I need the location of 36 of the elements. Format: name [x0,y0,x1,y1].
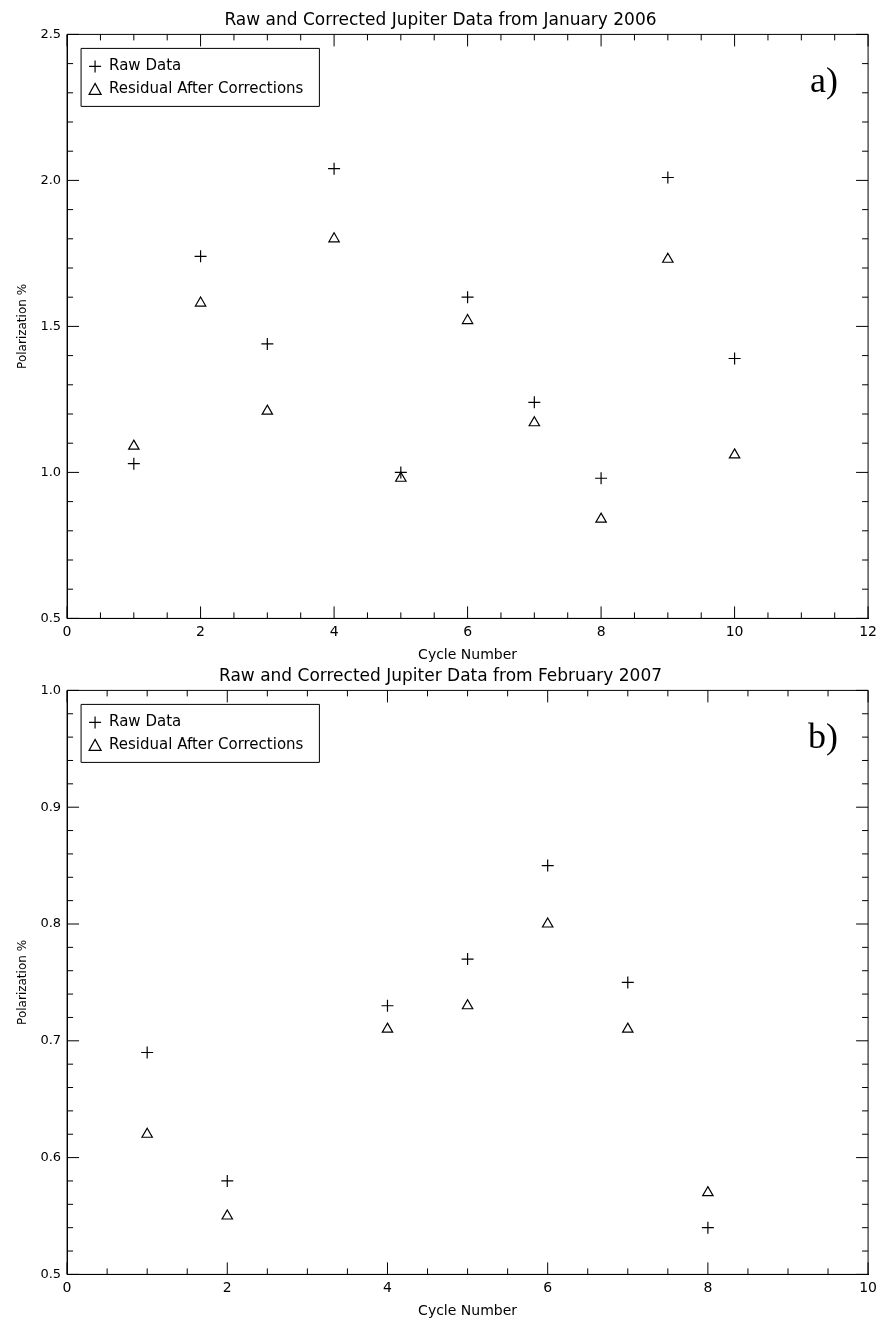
x-axis-title: Cycle Number [418,1302,518,1319]
legend-label: Raw Data [109,712,182,731]
x-tick-label: 4 [383,1279,393,1296]
y-axis-title: Polarization % [15,283,30,369]
y-tick-label: 0.5 [40,1265,62,1281]
y-tick-label: 0.5 [40,609,62,625]
y-tick-label: 0.9 [40,798,62,814]
y-tick-label: 1.0 [40,681,62,697]
legend-label: Residual After Corrections [109,735,304,754]
annotation: a) [810,59,839,100]
x-tick-label: 2 [222,1279,232,1296]
x-tick-label: 8 [596,623,606,640]
x-tick-label: 0 [62,623,72,640]
x-tick-label: 12 [859,623,878,640]
y-tick-label: 0.8 [40,915,62,931]
chart-title: Raw and Corrected Jupiter Data from January 2006 [224,8,657,29]
x-tick-label: 10 [725,623,744,640]
legend-label: Residual After Corrections [109,79,304,98]
y-tick-label: 2.5 [40,25,62,41]
y-axis-title: Polarization % [15,939,30,1025]
x-tick-label: 8 [703,1279,713,1296]
y-tick-label: 2.0 [40,171,62,187]
x-axis-title: Cycle Number [418,646,518,663]
x-tick-label: 10 [859,1279,878,1296]
x-tick-label: 0 [62,1279,72,1296]
chart-title: Raw and Corrected Jupiter Data from February 2007 [218,664,663,685]
y-tick-label: 0.7 [40,1032,62,1048]
y-tick-label: 1.0 [40,463,62,479]
x-tick-label: 6 [543,1279,553,1296]
legend-label: Raw Data [109,56,182,75]
y-tick-label: 0.6 [40,1148,62,1164]
x-tick-label: 2 [196,623,206,640]
annotation: b) [808,715,839,756]
y-tick-label: 1.5 [40,317,62,333]
x-tick-label: 6 [463,623,473,640]
x-tick-label: 4 [329,623,339,640]
